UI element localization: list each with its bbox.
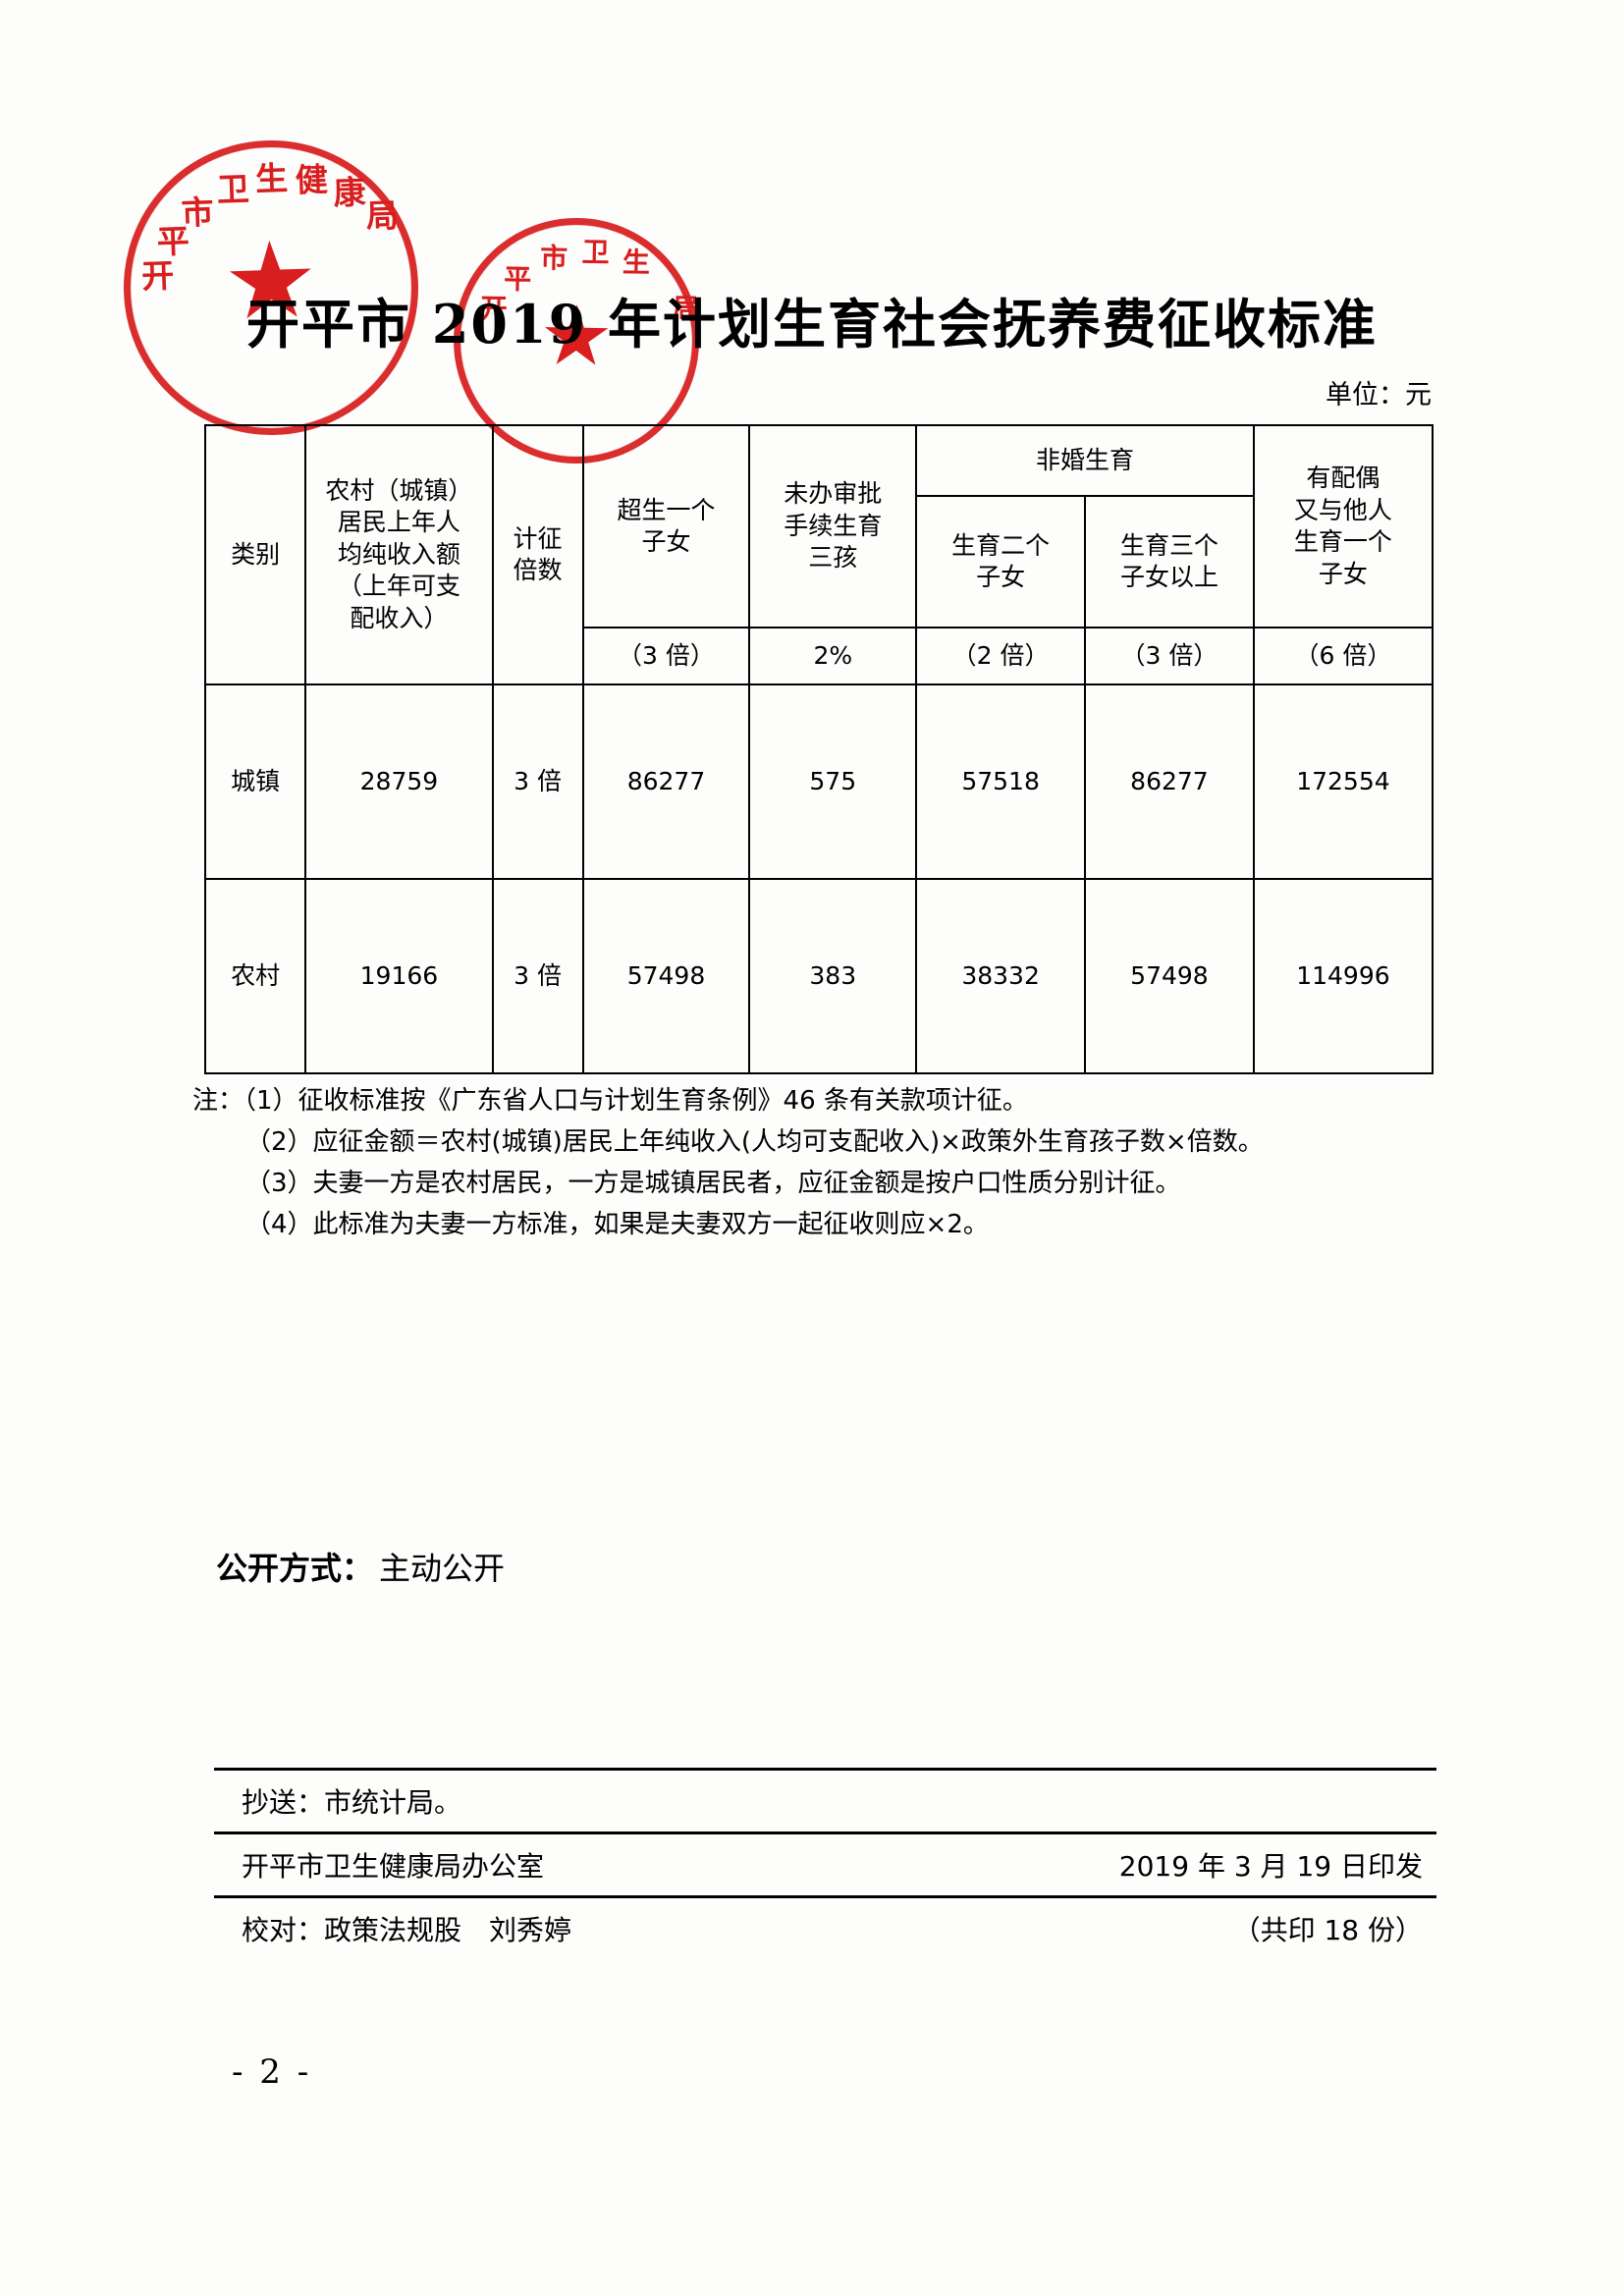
multiplier-spouse-other: （6 倍） bbox=[1252, 627, 1435, 685]
document-footer: 抄送：市统计局。 开平市卫生健康局办公室 2019 年 3 月 19 日印发 校… bbox=[214, 1768, 1436, 1959]
header-unmarried-three: 生育三个 子女以上 bbox=[1084, 495, 1255, 629]
cell-unmarried-two: 57518 bbox=[915, 683, 1087, 880]
table-notes: 注：（1）征收标准按《广东省人口与计划生育条例》46 条有关款项计征。 （2）应… bbox=[192, 1080, 1469, 1245]
cell-over-one-child: 86277 bbox=[581, 683, 751, 880]
footer-rule-top bbox=[214, 1768, 1436, 1771]
footer-row-office: 开平市卫生健康局办公室 2019 年 3 月 19 日印发 bbox=[214, 1834, 1436, 1895]
footer-proofreader: 校对：政策法规股 刘秀婷 bbox=[242, 1914, 572, 1946]
cell-multiplier: 3 倍 bbox=[491, 683, 584, 880]
header-no-permit-third: 未办审批 手续生育 三孩 bbox=[748, 424, 918, 629]
multiplier-unmarried-three: （3 倍） bbox=[1084, 627, 1255, 685]
header-multiplier: 计征 倍数 bbox=[491, 424, 584, 685]
table-header-row-1: 类别 农村（城镇） 居民上年人 均纯收入额 （上年可支 配收入） 计征 倍数 超… bbox=[203, 423, 1435, 685]
note-item: 注：（1）征收标准按《广东省人口与计划生育条例》46 条有关款项计征。 bbox=[192, 1086, 1028, 1116]
cell-multiplier: 3 倍 bbox=[491, 878, 584, 1074]
footer-row-proof: 校对：政策法规股 刘秀婷 （共印 18 份） bbox=[214, 1898, 1436, 1959]
footer-office-text: 开平市卫生健康局办公室 bbox=[242, 1850, 545, 1883]
cell-income: 19166 bbox=[304, 878, 494, 1074]
cell-spouse-other: 114996 bbox=[1252, 878, 1435, 1074]
disclosure-label: 公开方式： bbox=[216, 1550, 374, 1587]
table-row: 城镇 28759 3 倍 86277 575 57518 86277 17255… bbox=[203, 683, 1435, 880]
header-income: 农村（城镇） 居民上年人 均纯收入额 （上年可支 配收入） bbox=[304, 424, 494, 685]
disclosure-value: 主动公开 bbox=[379, 1550, 506, 1587]
footer-rule-bottom bbox=[214, 1895, 1436, 1898]
cell-unmarried-three: 86277 bbox=[1084, 683, 1255, 880]
header-over-one-child: 超生一个 子女 bbox=[581, 424, 751, 629]
footer-copies: （共印 18 份） bbox=[1232, 1914, 1423, 1946]
note-item: （4）此标准为夫妻一方标准，如果是夫妻双方一起征收则应×2。 bbox=[245, 1210, 989, 1240]
table-header-row-2: 生育二个 子女 生育三个 子女以上 bbox=[205, 495, 1433, 629]
standards-table: 类别 农村（城镇） 居民上年人 均纯收入额 （上年可支 配收入） 计征 倍数 超… bbox=[203, 423, 1435, 1074]
cell-no-permit-third: 575 bbox=[748, 683, 918, 880]
page-number: - 2 - bbox=[232, 2052, 312, 2092]
cell-no-permit-third: 383 bbox=[748, 878, 918, 1074]
footer-row-cc: 抄送：市统计局。 bbox=[214, 1771, 1436, 1831]
cell-income: 28759 bbox=[304, 683, 494, 880]
footer-cc-text: 抄送：市统计局。 bbox=[242, 1786, 462, 1819]
cell-category: 城镇 bbox=[203, 683, 307, 880]
cell-unmarried-three: 57498 bbox=[1084, 878, 1255, 1074]
unit-label: 单位：元 bbox=[1326, 380, 1432, 410]
standards-table-container: 类别 农村（城镇） 居民上年人 均纯收入额 （上年可支 配收入） 计征 倍数 超… bbox=[203, 423, 1435, 1074]
header-category: 类别 bbox=[203, 424, 307, 685]
note-item: （3）夫妻一方是农村居民，一方是城镇居民者，应征金额是按户口性质分别计征。 bbox=[245, 1169, 1181, 1199]
page-title: 开平市 2019 年计划生育社会抚养费征收标准 bbox=[246, 293, 1378, 355]
multiplier-over-one-child: （3 倍） bbox=[581, 627, 751, 685]
header-unmarried-two: 生育二个 子女 bbox=[915, 495, 1087, 629]
multiplier-no-permit-third: 2% bbox=[748, 627, 918, 685]
cell-spouse-other: 172554 bbox=[1252, 683, 1435, 880]
note-item: （2）应征金额＝农村(城镇)居民上年纯收入(人均可支配收入)×政策外生育孩子数×… bbox=[245, 1127, 1264, 1158]
footer-rule-mid bbox=[214, 1831, 1436, 1834]
multiplier-unmarried-two: （2 倍） bbox=[915, 627, 1087, 685]
footer-print-date: 2019 年 3 月 19 日印发 bbox=[1118, 1850, 1423, 1883]
disclosure-method: 公开方式： 主动公开 bbox=[216, 1544, 505, 1589]
cell-category: 农村 bbox=[203, 878, 307, 1074]
cell-over-one-child: 57498 bbox=[581, 878, 751, 1074]
header-spouse-other: 有配偶 又与他人 生育一个 子女 bbox=[1252, 424, 1435, 629]
table-multiplier-row: （3 倍） 2% （2 倍） （3 倍） （6 倍） bbox=[205, 627, 1435, 685]
header-unmarried-group: 非婚生育 bbox=[915, 423, 1255, 498]
cell-unmarried-two: 38332 bbox=[915, 878, 1087, 1074]
table-row: 农村 19166 3 倍 57498 383 38332 57498 11499… bbox=[203, 878, 1435, 1074]
